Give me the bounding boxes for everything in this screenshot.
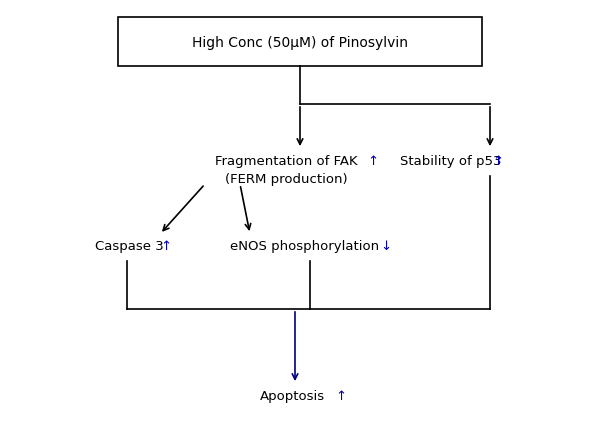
Text: ↑: ↑ bbox=[160, 240, 171, 252]
Text: ↑: ↑ bbox=[492, 155, 503, 168]
FancyBboxPatch shape bbox=[118, 18, 482, 67]
Text: Fragmentation of FAK: Fragmentation of FAK bbox=[215, 155, 358, 168]
Text: Caspase 3: Caspase 3 bbox=[95, 240, 164, 252]
Text: ↑: ↑ bbox=[367, 155, 378, 168]
Text: (FERM production): (FERM production) bbox=[225, 173, 347, 186]
Text: ↑: ↑ bbox=[335, 389, 346, 402]
Text: Apoptosis: Apoptosis bbox=[260, 389, 325, 402]
Text: ↓: ↓ bbox=[380, 240, 391, 252]
Text: eNOS phosphorylation: eNOS phosphorylation bbox=[230, 240, 379, 252]
Text: High Conc (50μM) of Pinosylvin: High Conc (50μM) of Pinosylvin bbox=[192, 35, 408, 49]
Text: Stability of p53: Stability of p53 bbox=[400, 155, 501, 168]
